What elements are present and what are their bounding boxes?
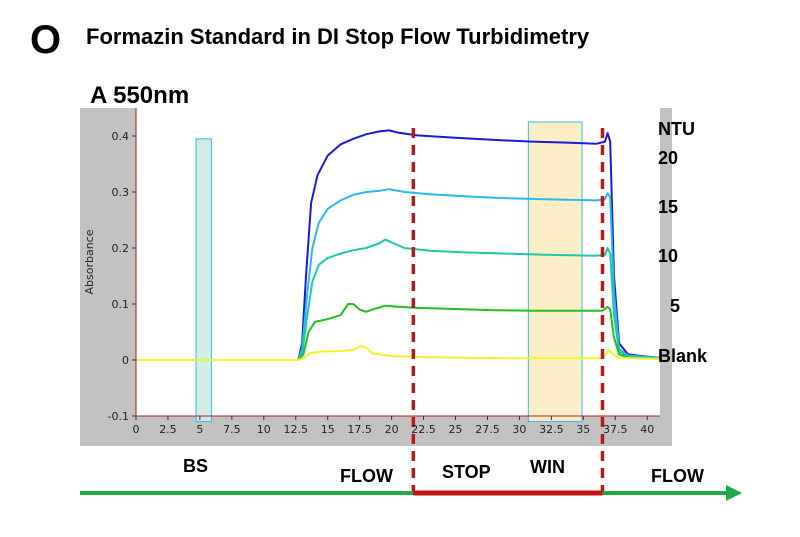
ntu-legend: NTU 20 15 10 5 Blank — [658, 119, 708, 366]
ntu-label-blank: Blank — [658, 346, 708, 366]
chart-series — [136, 129, 661, 361]
y-tick-label: 0.4 — [112, 130, 130, 143]
series-line-20 — [136, 129, 661, 361]
y-tick-label: 0.1 — [112, 298, 130, 311]
ntu-label-20: 20 — [658, 148, 678, 168]
y-tick-label: -0.1 — [108, 410, 129, 423]
x-tick-label: 2.5 — [159, 423, 177, 436]
chart-frame — [80, 108, 672, 446]
series-line-15 — [136, 188, 661, 361]
x-tick-label: 37.5 — [603, 423, 628, 436]
series-line-5 — [136, 303, 661, 361]
chart-axes: -0.1 0 0.1 0.2 0.3 0.4 0 2.5 5 7.5 10 12.5 15 17.5 20 2… — [83, 108, 660, 436]
ntu-label-15: 15 — [658, 197, 678, 217]
x-tick-label: 12.5 — [284, 423, 309, 436]
x-tick-label: 22.5 — [411, 423, 436, 436]
phase-label-flow-2: FLOW — [651, 466, 704, 486]
ntu-label-5: 5 — [670, 296, 680, 316]
slide-letter-badge: O — [30, 18, 62, 62]
x-tick-label: 35 — [576, 423, 590, 436]
x-tick-label: 5 — [196, 423, 203, 436]
series-line-blank — [136, 345, 661, 361]
x-tick-label: 32.5 — [539, 423, 564, 436]
phase-label-bs: BS — [183, 456, 208, 476]
y-tick-label: 0.2 — [112, 242, 130, 255]
x-tick-label: 27.5 — [475, 423, 500, 436]
series-line-10 — [136, 238, 661, 361]
region-win — [527, 121, 583, 423]
x-tick-label: 15 — [321, 423, 335, 436]
chart-title: A 550nm — [90, 82, 190, 109]
x-tick-label: 10 — [257, 423, 271, 436]
flow-arrow-head — [726, 485, 742, 501]
x-tick-label: 40 — [640, 423, 654, 436]
x-tick-label: 7.5 — [223, 423, 241, 436]
slide-title: Formazin Standard in DI Stop Flow Turbid… — [86, 24, 590, 49]
ntu-legend-title: NTU — [658, 119, 695, 139]
y-tick-label: 0.3 — [112, 186, 130, 199]
phase-label-stop: STOP — [442, 462, 491, 482]
x-tick-label: 17.5 — [347, 423, 372, 436]
x-tick-label: 0 — [133, 423, 140, 436]
phase-label-win: WIN — [530, 457, 565, 477]
y-tick-label: 0 — [122, 354, 129, 367]
chart-regions — [195, 121, 583, 423]
y-axis-label: Absorbance — [83, 229, 96, 294]
x-tick-label: 25 — [449, 423, 463, 436]
phase-timeline: BS FLOW STOP WIN FLOW — [80, 456, 742, 501]
ntu-label-10: 10 — [658, 246, 678, 266]
phase-label-flow-1: FLOW — [340, 466, 393, 486]
x-tick-label: 20 — [385, 423, 399, 436]
region-bs — [195, 138, 212, 423]
x-tick-label: 30 — [512, 423, 526, 436]
